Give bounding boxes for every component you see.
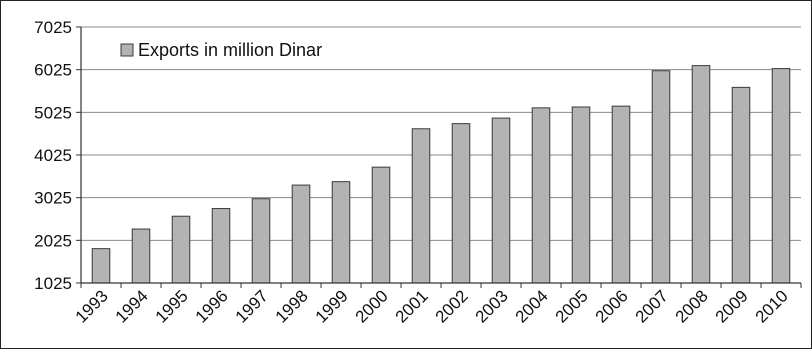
bar-2010: [771, 68, 791, 284]
bar-2001: [411, 128, 431, 284]
y-tick-label: 5025: [34, 103, 72, 122]
bar-2004: [531, 107, 551, 284]
x-tick-label: 2001: [392, 286, 432, 326]
x-tick-label: 1999: [312, 286, 352, 326]
bar-2000: [371, 166, 391, 284]
x-tick-label: 2006: [592, 286, 632, 326]
x-tick-label: 1997: [232, 286, 272, 326]
y-tick-label: 7025: [34, 18, 72, 37]
bar-2008: [691, 65, 711, 284]
x-tick-label: 2007: [632, 286, 672, 326]
x-tick-label: 2005: [552, 286, 592, 326]
y-tick-label: 4025: [34, 146, 72, 165]
bars: [91, 65, 791, 284]
bar-2002: [451, 123, 471, 284]
x-tick-label: 1993: [72, 286, 112, 326]
bar-1994: [131, 228, 151, 284]
y-tick-label: 2025: [34, 231, 72, 250]
legend-swatch: [120, 43, 134, 57]
y-tick-label: 3025: [34, 189, 72, 208]
y-tick-labels: 1025 2025 3025 4025 5025 6025 7025: [34, 18, 72, 293]
bar-2007: [651, 70, 671, 284]
x-tick-label: 2002: [432, 286, 472, 326]
x-tick-label: 2003: [472, 286, 512, 326]
bar-1998: [291, 184, 311, 284]
bar-2003: [491, 117, 511, 284]
y-tick-label: 6025: [34, 61, 72, 80]
bar-1993: [91, 248, 111, 284]
x-tick-label: 2000: [352, 286, 392, 326]
x-tick-label: 2010: [752, 286, 792, 326]
bar-1995: [171, 215, 191, 284]
x-tick-labels: 1993 1994 1995 1996 1997 1998 1999 2000 2001 2002…: [72, 286, 792, 326]
x-tick-label: 2008: [672, 286, 712, 326]
gridlines: [81, 26, 801, 241]
x-tick-label: 2004: [512, 286, 552, 326]
bar-2005: [571, 106, 591, 284]
axes: [76, 26, 802, 288]
bar-1996: [211, 208, 231, 284]
bar-2009: [731, 86, 751, 284]
x-tick-label: 1994: [112, 286, 152, 326]
bar-1997: [251, 198, 271, 284]
bar-2006: [611, 105, 631, 284]
legend: Exports in million Dinar: [120, 40, 322, 60]
legend-label: Exports in million Dinar: [138, 40, 322, 60]
x-tick-label: 1995: [152, 286, 192, 326]
x-tick-label: 2009: [712, 286, 752, 326]
bar-1999: [331, 181, 351, 284]
x-tick-label: 1996: [192, 286, 232, 326]
x-tick-label: 1998: [272, 286, 312, 326]
y-tick-label: 1025: [34, 274, 72, 293]
